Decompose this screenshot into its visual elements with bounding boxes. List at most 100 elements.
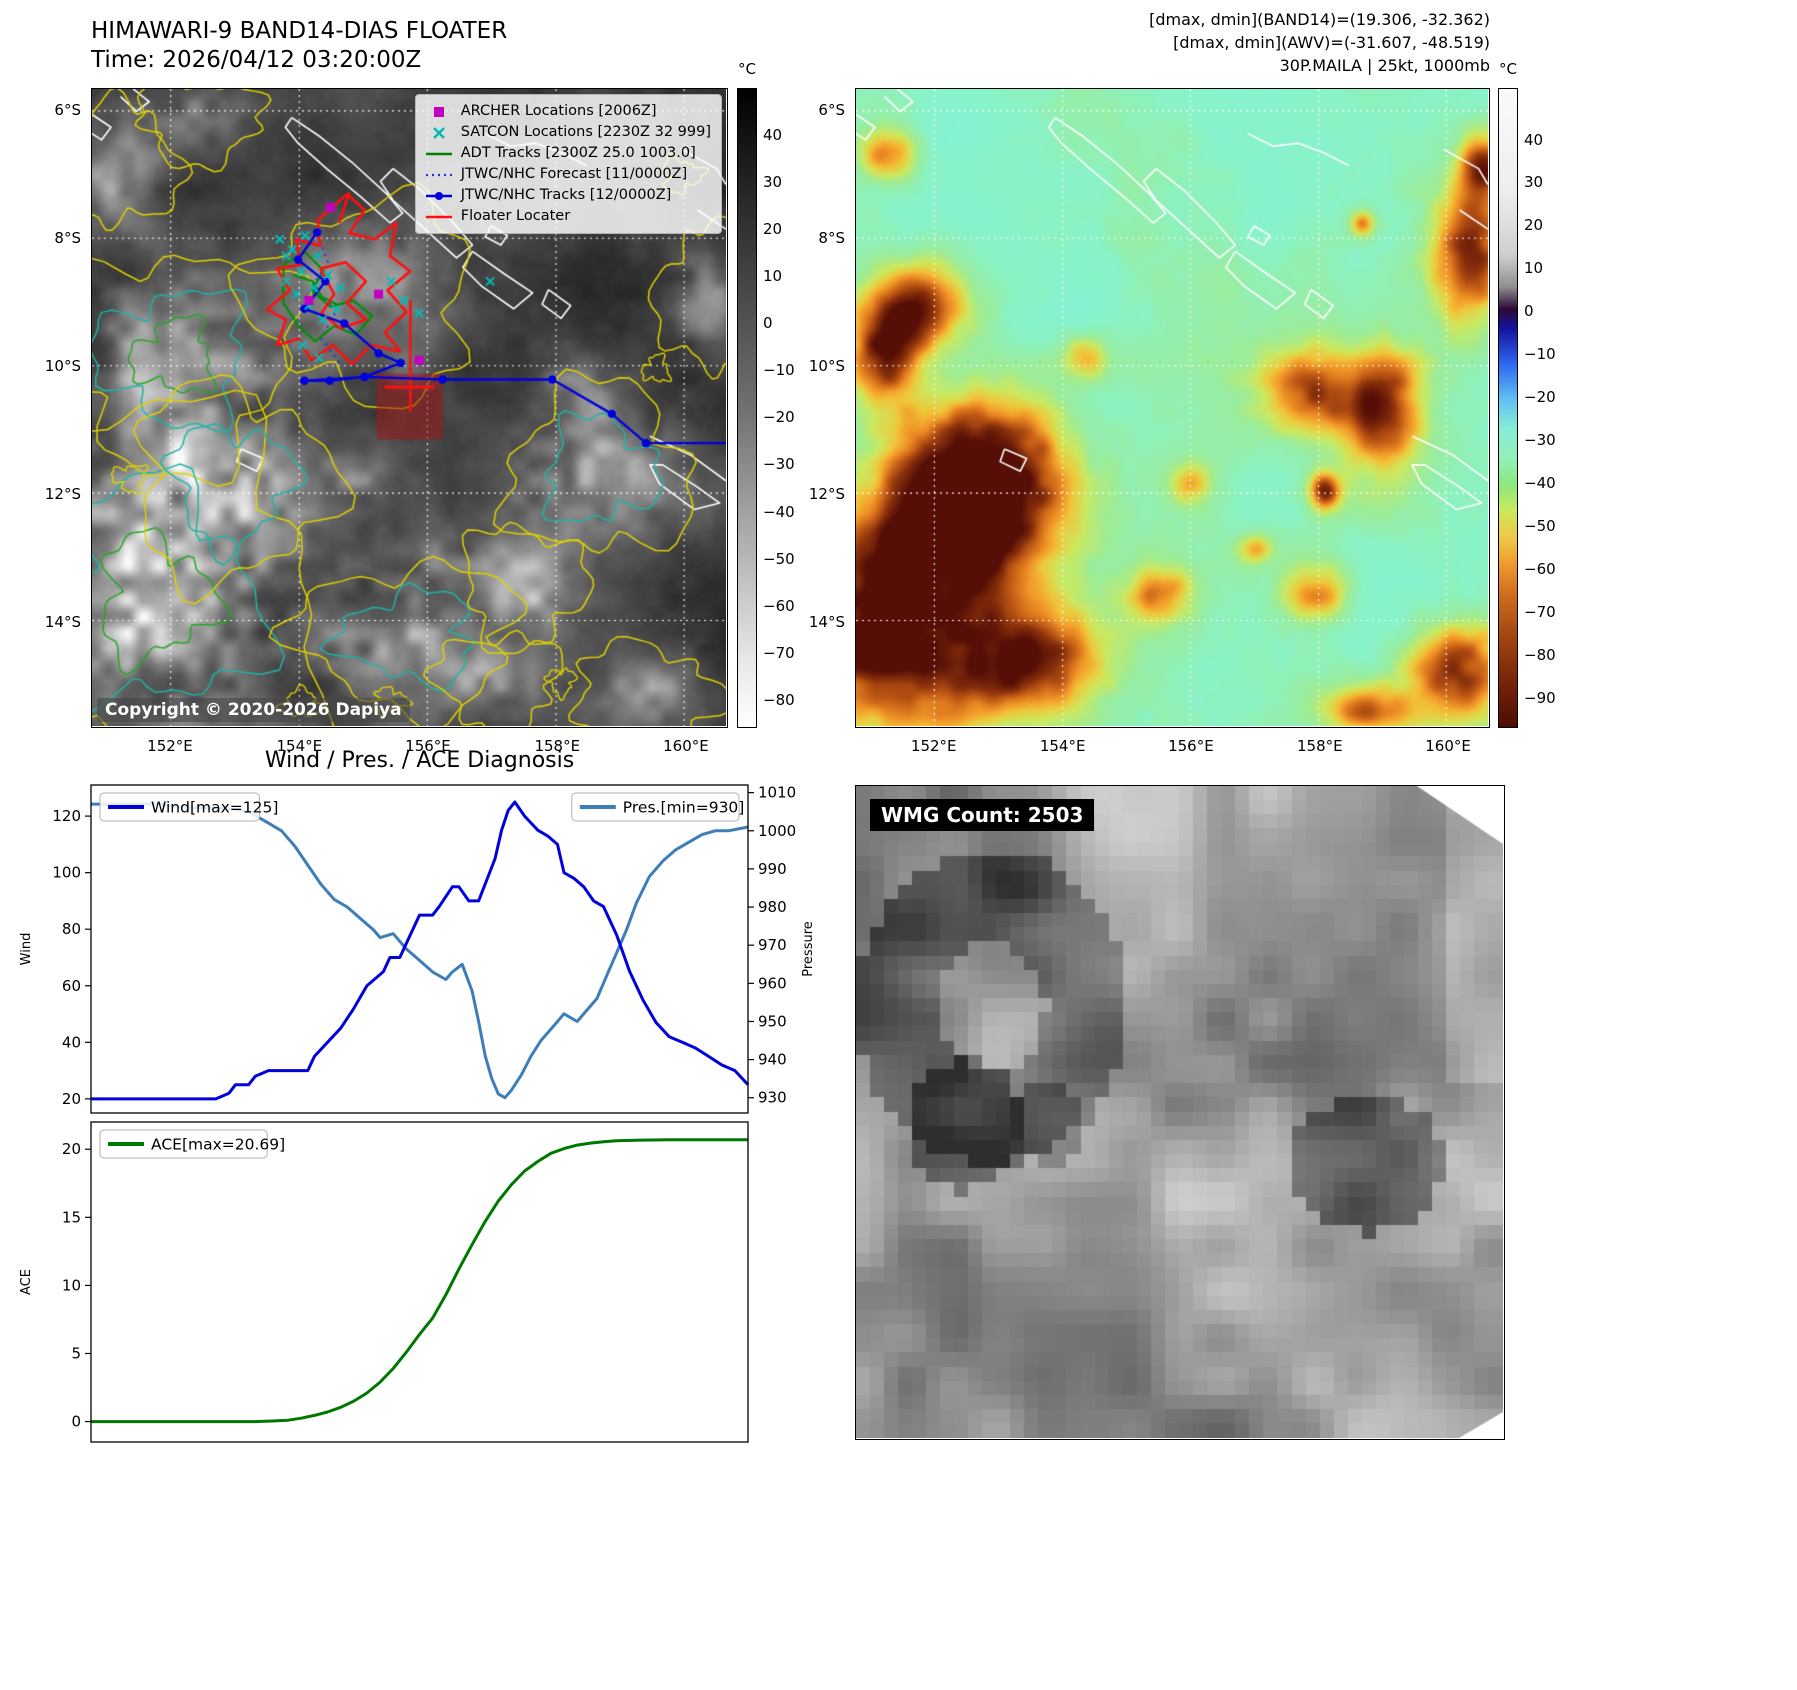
- chart-legend-label: Pres.[min=930]: [623, 799, 745, 817]
- enh-map-y-tick: 8°S: [818, 229, 845, 248]
- enh-colorbar-tick-label: 0: [1524, 302, 1534, 321]
- enh-colorbar-tick-label: −20: [1524, 388, 1556, 407]
- enh-colorbar-tick-label: 20: [1524, 216, 1544, 235]
- legend-item: ADT Tracks [2300Z 25.0 1003.0]: [424, 144, 711, 163]
- enh-colorbar-tick-label: −30: [1524, 431, 1556, 450]
- left-tick-label: 40: [62, 1033, 81, 1051]
- enh-map-y-tick: 14°S: [808, 613, 845, 632]
- enh-map-x-tick: 156°E: [1168, 737, 1214, 755]
- chart-legend: ACE[max=20.69]: [99, 1129, 285, 1159]
- enh-colorbar-tick-label: −70: [1524, 603, 1556, 622]
- enhanced-map-grid: [856, 89, 1488, 726]
- legend-item: SATCON Locations [2230Z 32 999]: [424, 123, 711, 142]
- enh-header-line1: [dmax, dmin](BAND14)=(19.306, -32.362): [1149, 10, 1490, 29]
- ir-colorbar-tick-label: −20: [763, 408, 795, 427]
- wmg-panel: WMG Count: 2503: [855, 785, 1505, 1440]
- right-tick-label: 1010: [758, 784, 796, 802]
- ir-map-legend: ARCHER Locations [2006Z] SATCON Locations…: [414, 94, 722, 234]
- enh-colorbar-tick-label: 30: [1524, 173, 1544, 192]
- legend-item: ARCHER Locations [2006Z]: [424, 102, 711, 121]
- legend-label: ADT Tracks [2300Z 25.0 1003.0]: [460, 145, 696, 161]
- ir-colorbar-tick-label: −50: [763, 549, 795, 568]
- right-tick-label: 970: [758, 936, 787, 954]
- enh-colorbar-tick-label: −90: [1524, 688, 1556, 707]
- left-tick-label: 20: [62, 1140, 81, 1158]
- ir-colorbar: [737, 88, 757, 728]
- ir-colorbar-tick-label: 10: [763, 267, 783, 286]
- enh-colorbar: [1498, 88, 1518, 728]
- chart-legend-label: Wind[max=125]: [151, 799, 278, 817]
- line-marker-marker-icon: [425, 191, 452, 200]
- right-tick-label: 1000: [758, 822, 796, 840]
- x-marker-icon: [432, 126, 445, 139]
- ir-map-x-tick: 160°E: [663, 737, 709, 755]
- ir-colorbar-tick-label: 40: [763, 126, 783, 145]
- ir-map-y-tick: 10°S: [44, 357, 81, 376]
- enh-map-x-tick: 152°E: [910, 737, 957, 755]
- enh-map-x-tick: 160°E: [1425, 737, 1471, 755]
- enh-colorbar-tick-label: −60: [1524, 560, 1556, 579]
- legend-label: JTWC/NHC Tracks [12/0000Z]: [460, 187, 672, 203]
- copyright-badge: Copyright © 2020-2026 Dapiya: [97, 698, 410, 722]
- ir-colorbar-tick-label: −40: [763, 502, 795, 521]
- wind-axis-label: Wind: [19, 933, 34, 966]
- enh-colorbar-tick-label: −40: [1524, 474, 1556, 493]
- line-marker-icon: [425, 215, 452, 218]
- left-tick-label: 100: [52, 864, 81, 882]
- legend-item: JTWC/NHC Tracks [12/0000Z]: [424, 186, 711, 205]
- enh-header: [dmax, dmin](BAND14)=(19.306, -32.362) […: [1030, 8, 1490, 77]
- ir-satellite-map: ARCHER Locations [2006Z] SATCON Locations…: [91, 88, 728, 728]
- diagnosis-title: Wind / Pres. / ACE Diagnosis: [264, 748, 575, 773]
- legend-label: SATCON Locations [2230Z 32 999]: [460, 124, 711, 140]
- series-ace-line: [91, 1138, 748, 1424]
- square-marker-icon: [433, 106, 444, 117]
- enh-map-x-tick: 158°E: [1297, 737, 1343, 755]
- ir-map-x-tick: 154°E: [276, 737, 323, 755]
- ir-colorbar-tick-label: −80: [763, 690, 795, 709]
- left-tick-label: 20: [62, 1090, 81, 1108]
- chart-legend: Wind[max=125]: [99, 792, 278, 822]
- right-tick-label: 940: [758, 1051, 787, 1069]
- enh-map-y-tick: 6°S: [818, 101, 845, 120]
- enh-map-y-tick: 10°S: [808, 357, 845, 376]
- left-tick-label: 15: [62, 1208, 81, 1226]
- ir-colorbar-tick-label: −70: [763, 643, 795, 662]
- right-tick-label: 950: [758, 1012, 787, 1030]
- ir-colorbar-unit: °C: [738, 60, 756, 78]
- chart-legend-label: ACE[max=20.69]: [151, 1136, 285, 1154]
- ir-map-x-tick: 156°E: [405, 737, 451, 755]
- enhanced-awv-map: [855, 88, 1490, 728]
- diagnosis-charts: 20 40 60 80 100 120 930 940 950 960 970 980 990 1000 1…: [19, 784, 816, 1443]
- right-tick-label: 960: [758, 974, 787, 992]
- enh-header-line3: 30P.MAILA | 25kt, 1000mb: [1279, 56, 1490, 75]
- left-tick-label: 80: [62, 920, 81, 938]
- left-tick-label: 120: [52, 807, 81, 825]
- pressure-axis-label: Pressure: [801, 921, 816, 977]
- dotted-marker-icon: [425, 173, 452, 176]
- right-tick-label: 990: [758, 860, 787, 878]
- chart-legend: Pres.[min=930]: [571, 792, 745, 822]
- enh-colorbar-tick-label: 10: [1524, 259, 1544, 278]
- enh-header-line2: [dmax, dmin](AWV)=(-31.607, -48.519): [1173, 33, 1490, 52]
- panel-ir-time: Time: 2026/04/12 03:20:00Z: [91, 47, 422, 73]
- ir-colorbar-tick-label: −30: [763, 455, 795, 474]
- legend-item: Floater Locater: [424, 207, 711, 226]
- series-wind-line: [91, 800, 750, 1101]
- series-pres.-line: [91, 802, 749, 1100]
- ace-axis-label: ACE: [19, 1269, 34, 1295]
- wind-pressure-plot-box: [90, 784, 749, 1114]
- left-tick-label: 0: [71, 1413, 81, 1431]
- ir-colorbar-tick-label: 0: [763, 314, 773, 333]
- wmg-image: [856, 786, 1503, 1438]
- ir-map-y-tick: 12°S: [44, 485, 81, 504]
- ir-colorbar-tick-label: 30: [763, 173, 783, 192]
- wmg-count-badge: WMG Count: 2503: [870, 799, 1095, 831]
- right-tick-label: 930: [758, 1089, 787, 1107]
- line-marker-icon: [425, 152, 452, 155]
- ir-map-x-tick: 152°E: [147, 737, 193, 755]
- ace-plot-box: [90, 1121, 749, 1443]
- left-tick-label: 60: [62, 977, 81, 995]
- enh-colorbar-tick-label: −50: [1524, 517, 1556, 536]
- right-tick-label: 980: [758, 898, 787, 916]
